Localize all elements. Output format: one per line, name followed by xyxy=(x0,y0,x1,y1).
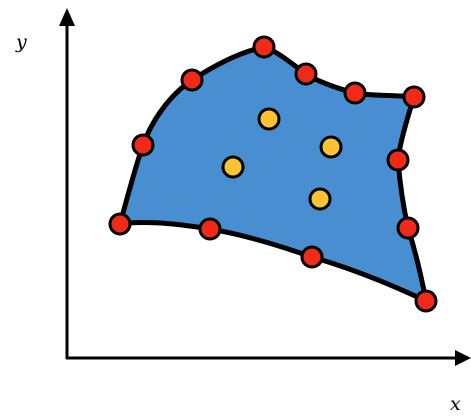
mesh-region xyxy=(117,44,429,304)
boundary-node xyxy=(131,133,155,157)
y-axis-label: y xyxy=(15,31,27,53)
boundary-node xyxy=(300,245,324,269)
boundary-node xyxy=(414,289,438,313)
interior-nodes xyxy=(221,107,343,211)
boundary-node xyxy=(198,217,222,241)
boundary-node xyxy=(180,68,204,92)
boundary-nodes xyxy=(108,35,438,313)
boundary-node xyxy=(252,35,276,59)
interior-node xyxy=(308,187,332,211)
interior-node xyxy=(221,155,245,179)
y-axis-arrowhead xyxy=(59,8,75,26)
interior-node xyxy=(319,135,343,159)
x-axis-label: x xyxy=(450,393,461,415)
boundary-node xyxy=(108,212,132,236)
boundary-node xyxy=(343,81,367,105)
boundary-node xyxy=(396,216,420,240)
boundary-node xyxy=(402,85,426,109)
x-axis-arrowhead xyxy=(455,350,471,366)
boundary-node xyxy=(294,62,318,86)
interior-node xyxy=(257,107,281,131)
boundary-node xyxy=(386,148,410,172)
